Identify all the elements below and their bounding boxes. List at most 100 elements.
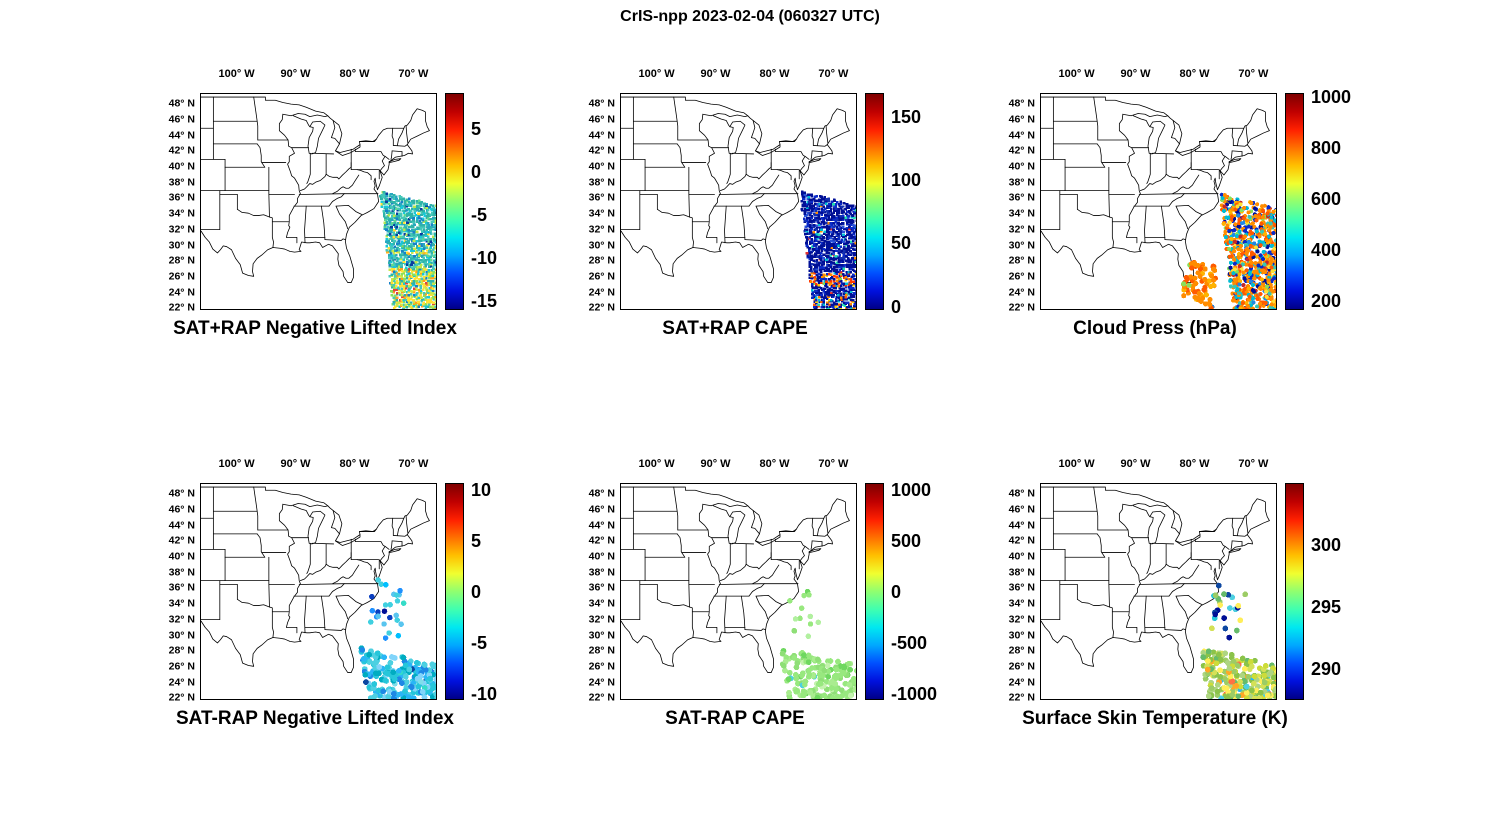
us-map [1041, 486, 1276, 699]
map-canvas [620, 93, 857, 310]
data-swath [800, 190, 856, 309]
y-tick-label: 34° N [168, 597, 195, 610]
x-tick-label: 90° W [280, 68, 311, 80]
y-tick-label: 46° N [1008, 113, 1035, 126]
y-tick-label: 48° N [1008, 97, 1035, 110]
colorbar-tick-label: -15 [471, 291, 498, 312]
map-canvas [200, 93, 437, 310]
longitude-axis: 100° W 90° W 80° W 70° W [200, 459, 437, 477]
y-tick-label: 44° N [1008, 519, 1035, 532]
x-tick-label: 80° W [759, 458, 790, 470]
y-tick-label: 36° N [168, 191, 195, 204]
x-tick-label: 70° W [398, 68, 429, 80]
colorbar-ticks: 1000 800 600 400 200 [1311, 88, 1375, 310]
colorbar [865, 483, 884, 700]
y-tick-label: 28° N [588, 254, 615, 267]
y-tick-label: 46° N [168, 113, 195, 126]
y-tick-label: 26° N [588, 660, 615, 673]
y-tick-label: 28° N [588, 644, 615, 657]
colorbar-tick-label: 50 [891, 232, 912, 253]
colorbar-tick-label: 300 [1311, 535, 1342, 556]
data-swath [779, 588, 856, 699]
colorbar-tick-label: -500 [891, 632, 928, 653]
y-tick-label: 42° N [588, 144, 615, 157]
colorbar-tick-label: 400 [1311, 240, 1342, 261]
us-map [201, 486, 436, 699]
colorbar-ticks: 5 0 -5 -10 -15 [471, 93, 535, 310]
map-canvas [1040, 93, 1277, 310]
y-tick-label: 38° N [168, 566, 195, 579]
data-swath [379, 190, 436, 309]
x-tick-label: 100° W [218, 458, 255, 470]
colorbar [1285, 483, 1304, 700]
panel-title: SAT+RAP Negative Lifted Index [173, 318, 457, 339]
y-tick-label: 26° N [168, 660, 195, 673]
panel-title: SAT-RAP CAPE [665, 708, 805, 729]
y-tick-label: 24° N [168, 286, 195, 299]
y-tick-label: 28° N [168, 644, 195, 657]
y-tick-label: 38° N [168, 176, 195, 189]
y-tick-label: 30° N [168, 629, 195, 642]
y-tick-label: 46° N [1008, 503, 1035, 516]
y-tick-label: 32° N [588, 613, 615, 626]
colorbar-ticks: 1000 500 0 -500 -1000 [891, 481, 955, 703]
colorbar-tick-label: 295 [1311, 596, 1342, 617]
y-tick-label: 30° N [588, 239, 615, 252]
data-swath [1181, 192, 1276, 309]
longitude-axis: 100° W 90° W 80° W 70° W [1040, 69, 1277, 87]
colorbar [445, 93, 464, 310]
x-tick-label: 70° W [818, 68, 849, 80]
colorbar-tick-label: 10 [471, 479, 492, 500]
panel-skin-temperature: 100° W 90° W 80° W 70° W 48° N 46° N 44° N 42°… [945, 450, 1375, 795]
colorbar [445, 483, 464, 700]
map-canvas [620, 483, 857, 700]
x-tick-label: 90° W [700, 458, 731, 470]
y-tick-label: 48° N [1008, 487, 1035, 500]
x-tick-label: 80° W [339, 68, 370, 80]
colorbar [1285, 93, 1304, 310]
x-tick-label: 80° W [339, 458, 370, 470]
longitude-axis: 100° W 90° W 80° W 70° W [1040, 459, 1277, 477]
y-tick-label: 30° N [168, 239, 195, 252]
y-tick-label: 24° N [1008, 286, 1035, 299]
panel-sat-minus-rap-cape: 100° W 90° W 80° W 70° W 48° N 46° N 44° N 42°… [525, 450, 955, 795]
y-tick-label: 46° N [588, 113, 615, 126]
latitude-axis: 48° N 46° N 44° N 42° N 40° N 38° N 36° N 34° N… [105, 93, 197, 313]
colorbar-tick-label: -10 [471, 247, 498, 268]
y-tick-label: 26° N [588, 270, 615, 283]
y-tick-label: 44° N [168, 519, 195, 532]
colorbar-tick-label: -5 [471, 205, 488, 225]
y-tick-label: 34° N [588, 597, 615, 610]
data-swath [358, 577, 436, 699]
colorbar-tick-label: 0 [471, 162, 482, 182]
colorbar-ticks: 10 5 0 -5 -10 [471, 479, 535, 703]
x-tick-label: 70° W [1238, 68, 1269, 80]
colorbar-tick-label: 150 [891, 107, 922, 128]
y-tick-label: 22° N [588, 691, 615, 704]
y-tick-label: 38° N [588, 566, 615, 579]
latitude-axis: 48° N 46° N 44° N 42° N 40° N 38° N 36° N 34° N… [945, 483, 1037, 703]
colorbar-tick-label: 0 [471, 581, 482, 602]
y-tick-label: 36° N [1008, 581, 1035, 594]
x-tick-label: 100° W [638, 68, 675, 80]
x-tick-label: 70° W [1238, 458, 1269, 470]
panel-sat-rap-cape: 100° W 90° W 80° W 70° W 48° N 46° N 44° N 42°… [525, 60, 955, 405]
x-tick-label: 90° W [1120, 68, 1151, 80]
panel-title: Cloud Press (hPa) [1073, 318, 1237, 339]
y-tick-label: 40° N [1008, 160, 1035, 173]
panel-title: SAT+RAP CAPE [662, 318, 808, 339]
x-tick-label: 90° W [280, 458, 311, 470]
y-tick-label: 30° N [588, 629, 615, 642]
colorbar-tick-label: 500 [891, 530, 922, 551]
y-tick-label: 42° N [168, 144, 195, 157]
y-tick-label: 34° N [588, 207, 615, 220]
map-canvas [1040, 483, 1277, 700]
colorbar-tick-label: 800 [1311, 137, 1342, 158]
y-tick-label: 30° N [1008, 629, 1035, 642]
us-map [621, 96, 856, 309]
longitude-axis: 100° W 90° W 80° W 70° W [620, 459, 857, 477]
y-tick-label: 26° N [1008, 270, 1035, 283]
y-tick-label: 24° N [168, 676, 195, 689]
x-tick-label: 70° W [818, 458, 849, 470]
us-map [1041, 96, 1276, 309]
